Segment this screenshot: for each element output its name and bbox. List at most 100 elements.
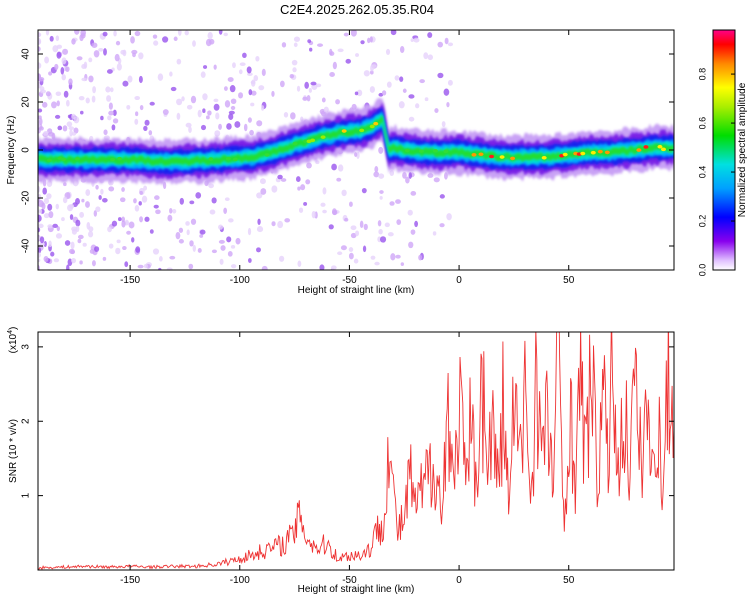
speckle: [247, 258, 252, 263]
speckle: [42, 187, 47, 195]
speckle: [398, 101, 405, 109]
speckle: [228, 218, 234, 223]
speckle: [108, 186, 115, 192]
speckle: [256, 192, 263, 199]
speckle: [190, 218, 197, 225]
speckle: [207, 110, 212, 116]
hot-spot: [110, 157, 116, 162]
hot-spot: [225, 156, 231, 161]
speckle: [307, 39, 312, 43]
hot-spot: [359, 128, 365, 133]
speckle: [317, 43, 324, 47]
speckle: [95, 206, 101, 213]
hot-spot: [580, 151, 586, 156]
speckle: [329, 71, 335, 77]
speckle: [260, 105, 265, 111]
speckle: [48, 211, 54, 219]
speckle: [167, 214, 173, 222]
speckle: [251, 90, 257, 96]
speckle: [373, 171, 380, 178]
speckle: [224, 100, 231, 108]
speckle: [102, 197, 108, 203]
speckle: [176, 112, 181, 120]
speckle: [439, 223, 445, 228]
speckle: [297, 260, 302, 268]
speckle: [176, 98, 183, 106]
speckle: [447, 79, 453, 86]
speckle: [363, 223, 368, 231]
speckle: [126, 104, 131, 110]
speckle: [106, 95, 112, 102]
speckle: [38, 264, 41, 270]
speckle: [246, 66, 252, 74]
speckle: [207, 31, 213, 40]
colorbar-tick-label: 0.6: [697, 117, 707, 130]
speckle: [79, 260, 83, 265]
speckle: [238, 92, 244, 99]
speckle: [135, 246, 141, 253]
figure-title: C2E4.2025.262.05.35.R04: [280, 2, 434, 17]
speckle: [73, 127, 79, 134]
speckle: [304, 81, 309, 89]
speckle: [114, 53, 120, 62]
speckle: [51, 101, 57, 109]
speckle: [133, 198, 137, 204]
spectrogram-ytick-label: 40: [21, 48, 32, 60]
speckle: [343, 32, 349, 37]
speckle: [93, 210, 98, 217]
speckle: [157, 73, 164, 81]
speckle: [105, 86, 111, 93]
speckle: [277, 174, 283, 180]
speckle: [77, 234, 84, 240]
speckle: [148, 130, 153, 136]
snr-panel: -150 -100 -50 0 50 1 2 3 Height of straight lin…: [7, 327, 675, 595]
speckle: [295, 176, 301, 183]
speckle: [63, 182, 67, 187]
speckle: [152, 34, 158, 39]
speckle: [239, 62, 246, 67]
speckle: [192, 244, 196, 252]
speckle: [197, 109, 202, 118]
speckle: [47, 203, 53, 211]
speckle: [109, 87, 114, 93]
speckle: [80, 32, 86, 39]
speckle: [402, 172, 407, 179]
speckle: [218, 30, 223, 35]
speckle: [281, 42, 287, 48]
speckle: [88, 231, 94, 238]
speckle: [143, 125, 148, 132]
speckle: [369, 86, 375, 93]
speckle: [370, 64, 374, 72]
speckle: [47, 224, 53, 229]
colorbar: 0.0 0.2 0.4 0.6 0.8 Normalized spectral ampl…: [697, 29, 748, 276]
speckle: [387, 232, 394, 237]
snr-series-line: [38, 332, 674, 570]
speckle: [106, 69, 113, 74]
speckle: [107, 115, 112, 121]
speckle: [374, 261, 380, 266]
speckle: [38, 258, 41, 263]
speckle: [175, 231, 181, 240]
speckle: [331, 163, 337, 171]
speckle: [103, 129, 108, 136]
speckle: [108, 243, 114, 249]
speckle: [395, 199, 401, 204]
speckle: [139, 104, 144, 111]
speckle: [39, 236, 45, 244]
speckle: [226, 236, 232, 243]
speckle: [122, 80, 129, 87]
speckle: [195, 192, 202, 199]
speckle: [337, 251, 343, 256]
speckle: [218, 239, 225, 244]
spectrogram-ylabel: Frequency (Hz): [6, 116, 17, 185]
speckle: [414, 220, 419, 228]
speckle: [389, 170, 395, 176]
speckle: [227, 251, 233, 257]
speckle: [152, 248, 160, 255]
speckle: [396, 219, 402, 226]
speckle: [38, 46, 41, 52]
hot-spot: [264, 153, 270, 157]
speckle: [144, 119, 150, 126]
spectrogram-xtick-label: -50: [342, 275, 357, 286]
speckle: [394, 75, 400, 81]
